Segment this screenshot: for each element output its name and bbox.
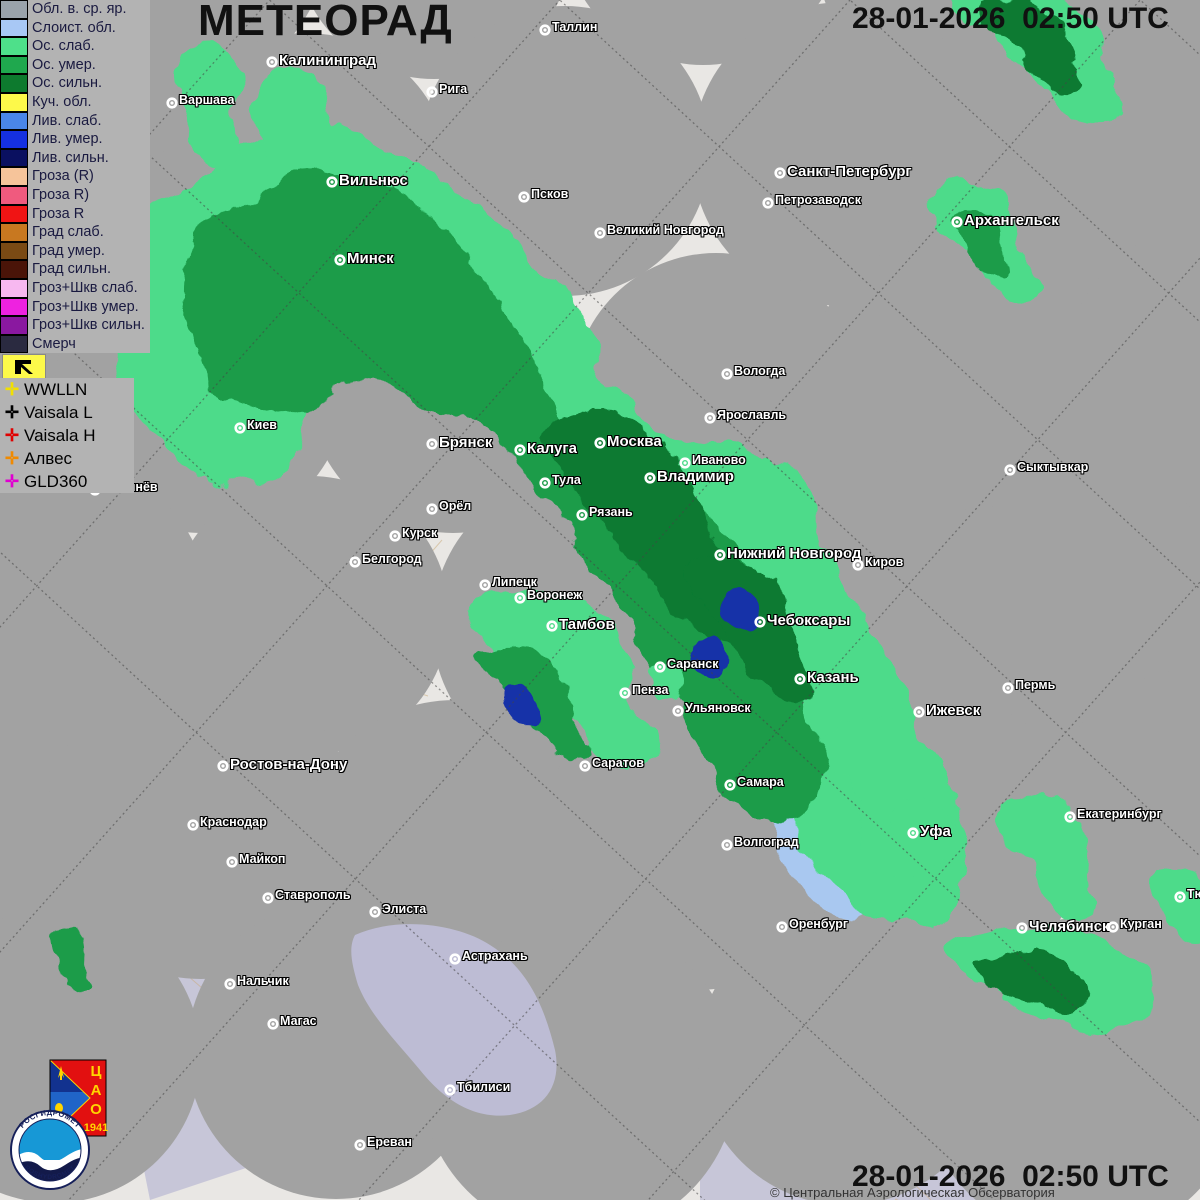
svg-text:Ц: Ц (91, 1063, 102, 1080)
svg-text:О: О (90, 1101, 102, 1118)
svg-text:А: А (91, 1082, 102, 1099)
svg-text:1941: 1941 (84, 1122, 108, 1134)
